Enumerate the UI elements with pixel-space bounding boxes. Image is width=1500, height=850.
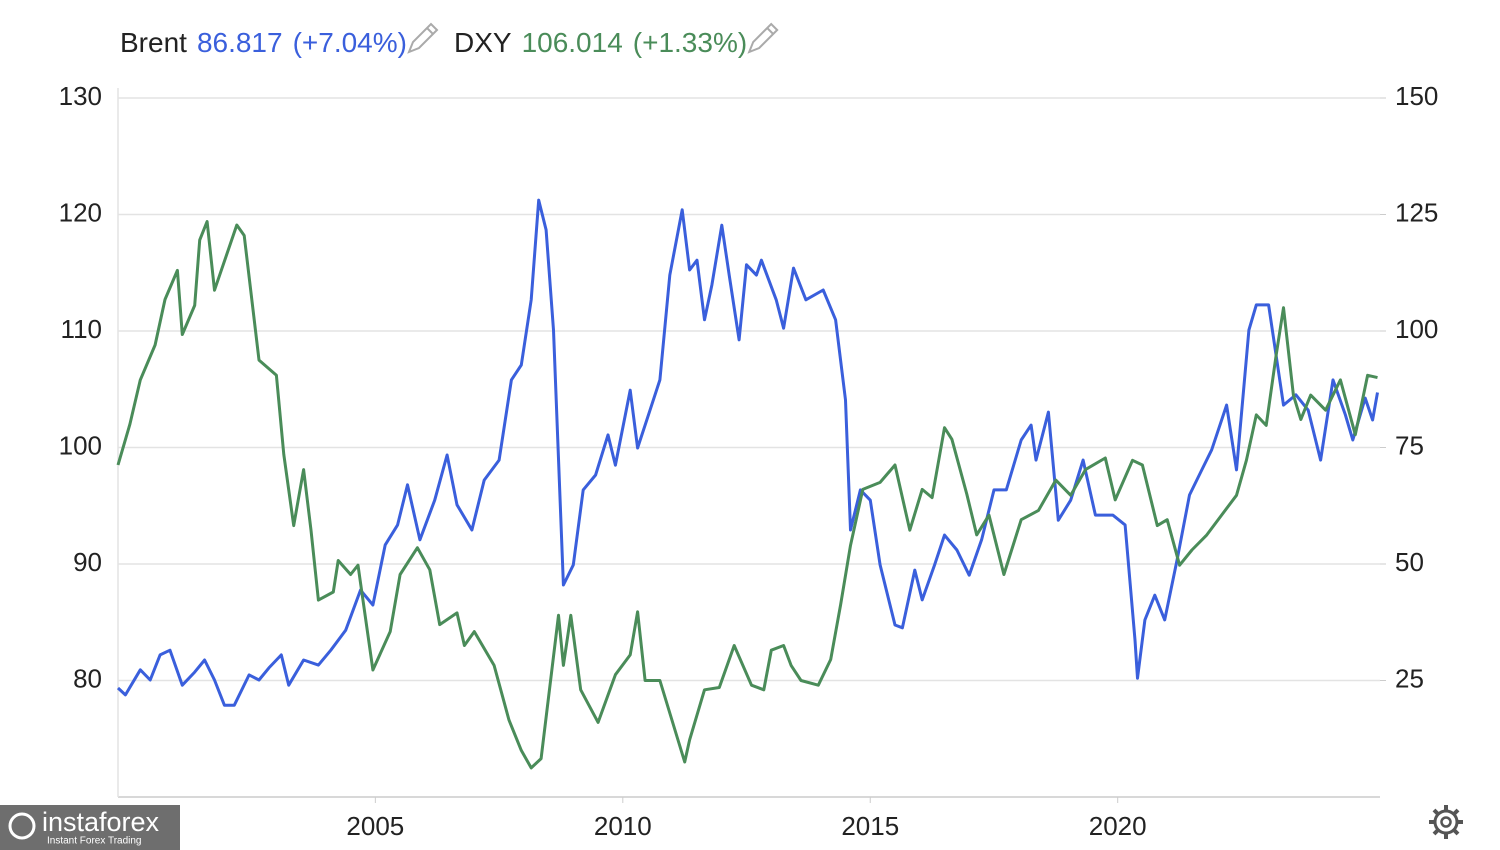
legend: Brent 86.817 (+7.04%) DXY 106.014 (+1.33%) [120,22,779,58]
watermark-logo [8,812,36,840]
watermark: instaforex Instant Forex Trading [0,805,180,850]
legend-label: Brent 86.817 (+7.04%) [120,27,407,58]
x-tick-label: 2020 [1089,811,1147,841]
legend-change: (+7.04%) [293,27,407,58]
edit-icon[interactable] [747,22,779,54]
y2-tick-label: 100 [1395,314,1438,344]
watermark-bg [0,805,180,850]
y-tick-label: 80 [73,663,102,693]
y-tick-label: 120 [59,197,102,227]
legend-value: 106.014 [522,27,623,58]
y-tick-label: 100 [59,430,102,460]
gear-hub [1440,816,1452,828]
x-tick-label: 2015 [841,811,899,841]
gear-ring [1433,809,1459,835]
data-line [116,198,1379,707]
y-tick-label: 110 [61,314,102,344]
legend-label: DXY 106.014 (+1.33%) [454,27,747,58]
legend-name: Brent [120,27,187,58]
edit-icon[interactable] [407,22,439,54]
x-tick-label: 2010 [594,811,652,841]
settings-icon[interactable] [1429,805,1463,839]
y2-tick-label: 150 [1395,81,1438,111]
y2-tick-label: 75 [1395,430,1424,460]
watermark-tagline: Instant Forex Trading [47,836,142,847]
watermark-brand: instaforex [42,807,160,837]
legend-change: (+1.33%) [633,27,747,58]
gear-teeth [1429,805,1463,839]
y2-tick-label: 25 [1395,663,1424,693]
legend-value: 86.817 [197,27,283,58]
y2-tick-label: 50 [1395,547,1424,577]
data-line [116,220,1378,770]
y2-tick-label: 125 [1395,197,1438,227]
plot: 80 90 100 110 120 130 25 50 75 100 125 150 2005 2010 2… [59,22,1438,841]
legend-name: DXY [454,27,512,58]
x-tick-label: 2005 [346,811,404,841]
y-tick-label: 90 [73,547,102,577]
y-tick-label: 130 [59,81,102,111]
